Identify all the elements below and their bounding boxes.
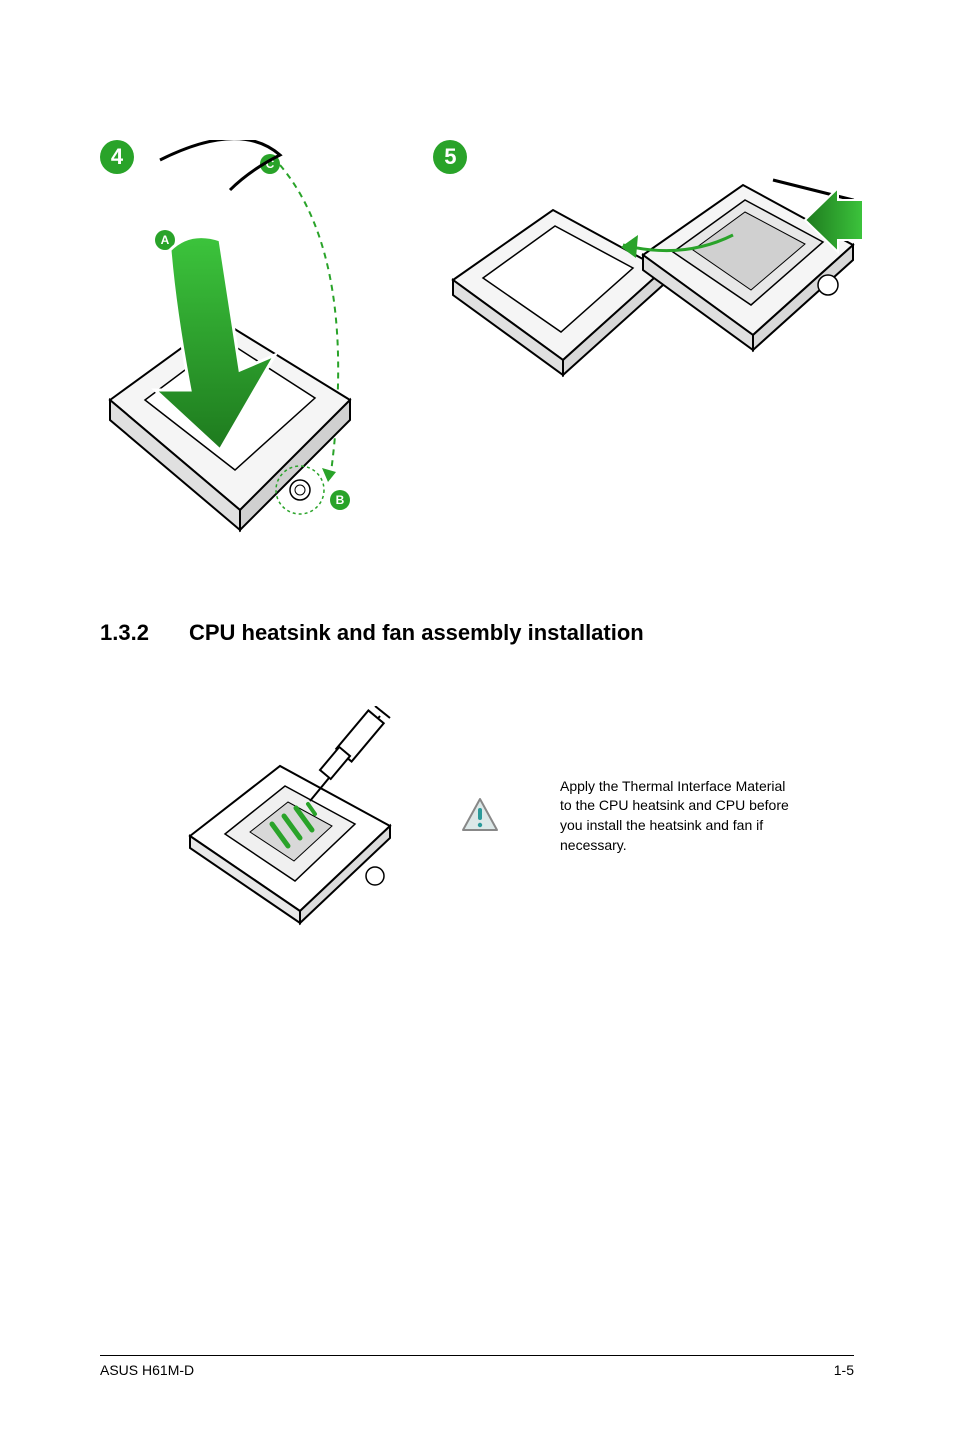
section-title: CPU heatsink and fan assembly installati… bbox=[189, 620, 644, 646]
step-5-diagram: 5 bbox=[433, 140, 854, 400]
caution-icon bbox=[460, 796, 500, 836]
section-number: 1.3.2 bbox=[100, 620, 149, 646]
heatsink-instruction: Apply the Thermal Interface Material to … bbox=[180, 706, 854, 926]
installation-diagrams: 4 A C B bbox=[100, 140, 854, 560]
caution-text: Apply the Thermal Interface Material to … bbox=[560, 777, 800, 855]
step-4-diagram: 4 A C B bbox=[100, 140, 393, 560]
thermal-paste-diagram bbox=[180, 706, 400, 926]
socket-step5-svg bbox=[433, 140, 863, 400]
footer-page-number: 1-5 bbox=[834, 1362, 854, 1378]
section-heading: 1.3.2 CPU heatsink and fan assembly inst… bbox=[100, 620, 854, 646]
socket-step4-svg bbox=[100, 140, 400, 560]
page-footer: ASUS H61M-D 1-5 bbox=[100, 1355, 854, 1378]
manual-page: 4 A C B bbox=[0, 0, 954, 1438]
footer-model: ASUS H61M-D bbox=[100, 1362, 194, 1378]
